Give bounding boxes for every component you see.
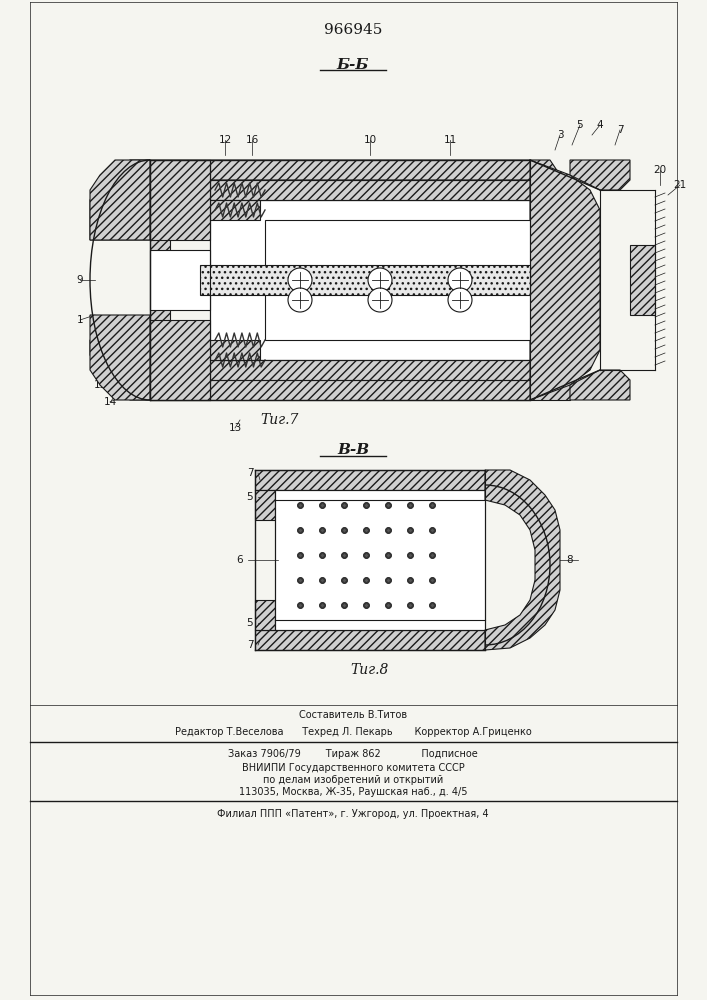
- Text: Τиг.7: Τиг.7: [261, 413, 299, 427]
- Bar: [255, 470, 485, 490]
- Bar: [210, 180, 530, 200]
- Text: Заказ 7906/79        Тираж 862             Подписное: Заказ 7906/79 Тираж 862 Подписное: [228, 749, 478, 759]
- Polygon shape: [90, 160, 150, 240]
- Text: Б-Б: Б-Б: [337, 58, 369, 72]
- Circle shape: [368, 268, 392, 292]
- Text: 7: 7: [617, 125, 624, 135]
- Text: 966945: 966945: [324, 23, 382, 37]
- Bar: [210, 200, 260, 220]
- Polygon shape: [570, 160, 630, 190]
- Text: ВНИИПИ Государственного комитета СССР: ВНИИПИ Государственного комитета СССР: [242, 763, 464, 773]
- Circle shape: [448, 268, 472, 292]
- Polygon shape: [90, 340, 150, 400]
- Text: 7: 7: [247, 640, 253, 650]
- Text: 13: 13: [228, 423, 242, 433]
- Circle shape: [368, 288, 392, 312]
- Text: 16: 16: [245, 135, 259, 145]
- Bar: [265, 220, 530, 340]
- Bar: [200, 265, 530, 295]
- Text: 1: 1: [76, 315, 83, 325]
- Bar: [150, 250, 210, 310]
- Text: Составитель В.Титов: Составитель В.Титов: [299, 710, 407, 720]
- Circle shape: [288, 268, 312, 292]
- Text: 5: 5: [247, 492, 253, 502]
- Polygon shape: [150, 160, 570, 190]
- Text: 14: 14: [103, 397, 117, 407]
- Bar: [255, 490, 275, 520]
- Text: Редактор Т.Веселова      Техред Л. Пекарь       Корректор А.Гриценко: Редактор Т.Веселова Техред Л. Пекарь Кор…: [175, 727, 532, 737]
- Text: 20: 20: [653, 165, 667, 175]
- Text: 21: 21: [673, 180, 686, 190]
- Text: 9: 9: [76, 275, 83, 285]
- Bar: [630, 245, 655, 315]
- Polygon shape: [90, 160, 150, 240]
- Polygon shape: [570, 370, 630, 400]
- Text: 2: 2: [112, 200, 118, 210]
- Bar: [210, 200, 530, 360]
- Text: В-В: В-В: [337, 443, 369, 457]
- Text: 15: 15: [93, 380, 107, 390]
- Bar: [210, 360, 530, 380]
- Text: 6: 6: [237, 555, 243, 565]
- Text: Τиг.8: Τиг.8: [351, 663, 389, 677]
- Bar: [150, 160, 210, 240]
- Circle shape: [448, 288, 472, 312]
- Bar: [275, 490, 485, 630]
- Circle shape: [288, 288, 312, 312]
- Text: 5: 5: [577, 120, 583, 130]
- Text: 113035, Москва, Ж-35, Раушская наб., д. 4/5: 113035, Москва, Ж-35, Раушская наб., д. …: [239, 787, 467, 797]
- Text: 8: 8: [567, 555, 573, 565]
- Polygon shape: [150, 375, 570, 400]
- Text: Филиал ППП «Патент», г. Ужгород, ул. Проектная, 4: Филиал ППП «Патент», г. Ужгород, ул. Про…: [217, 809, 489, 819]
- Polygon shape: [90, 315, 150, 400]
- Bar: [150, 320, 210, 400]
- Polygon shape: [150, 160, 210, 400]
- Text: 12: 12: [218, 135, 232, 145]
- Text: 11: 11: [443, 135, 457, 145]
- Text: по делам изобретений и открытий: по делам изобретений и открытий: [263, 775, 443, 785]
- Text: 10: 10: [363, 135, 377, 145]
- Polygon shape: [485, 470, 560, 650]
- Text: 5: 5: [247, 618, 253, 628]
- Bar: [255, 630, 485, 650]
- Text: 7: 7: [247, 468, 253, 478]
- Polygon shape: [530, 160, 600, 400]
- Text: 3: 3: [556, 130, 563, 140]
- Bar: [255, 600, 275, 630]
- Bar: [210, 340, 260, 360]
- Text: 4: 4: [597, 120, 603, 130]
